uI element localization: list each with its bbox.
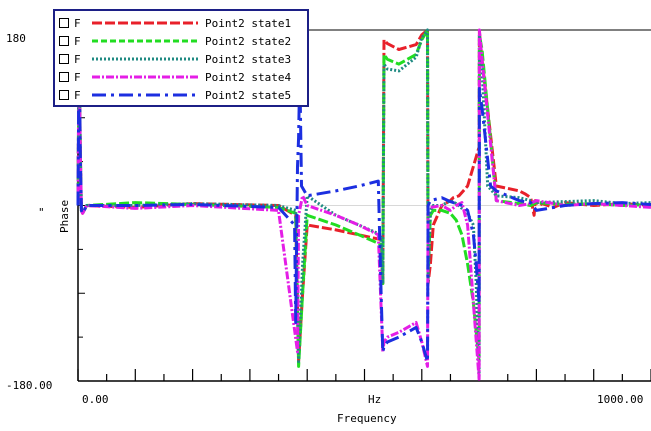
legend-flag-label: F [74, 88, 81, 102]
legend-item: F Point2 state4 [59, 69, 291, 85]
legend-line-swatch [92, 21, 198, 25]
y-tick-label-bottom: -180.00 [6, 379, 52, 392]
legend-line-swatch [92, 93, 198, 97]
legend-series-name: Point2 state1 [205, 16, 292, 30]
legend-item: F Point2 state1 [59, 15, 291, 31]
legend-series-name: Point2 state3 [205, 52, 292, 66]
legend-flag-label: F [74, 34, 81, 48]
series-visibility-checkbox[interactable] [59, 90, 69, 100]
y-tick-label-top: 180 [6, 32, 26, 45]
legend-item: F Point2 state2 [59, 33, 291, 49]
chart-series-group [76, 28, 651, 381]
x-axis-title: Frequency [337, 412, 397, 425]
x-tick-label-left: 0.00 [82, 393, 109, 406]
legend-flag-label: F [74, 70, 81, 84]
legend-line-swatch [92, 75, 198, 79]
legend-item: F Point2 state5 [59, 87, 291, 103]
legend-series-name: Point2 state5 [205, 88, 292, 102]
series-visibility-checkbox[interactable] [59, 36, 69, 46]
series-line-3 [76, 28, 651, 378]
legend: F Point2 state1 F Point2 state2 F Point2… [53, 9, 309, 107]
series-visibility-checkbox[interactable] [59, 18, 69, 28]
y-unit-label: " [38, 206, 45, 219]
y-axis-title: Phase [58, 200, 71, 233]
legend-line-swatch [92, 57, 198, 61]
series-visibility-checkbox[interactable] [59, 72, 69, 82]
series-visibility-checkbox[interactable] [59, 54, 69, 64]
legend-series-name: Point2 state2 [205, 34, 292, 48]
legend-line-swatch [92, 39, 198, 43]
legend-flag-label: F [74, 16, 81, 30]
x-tick-label-right: 1000.00 [597, 393, 643, 406]
legend-item: F Point2 state3 [59, 51, 291, 67]
legend-series-name: Point2 state4 [205, 70, 292, 84]
x-unit-label: Hz [368, 393, 381, 406]
legend-flag-label: F [74, 52, 81, 66]
series-line-5 [76, 38, 651, 363]
